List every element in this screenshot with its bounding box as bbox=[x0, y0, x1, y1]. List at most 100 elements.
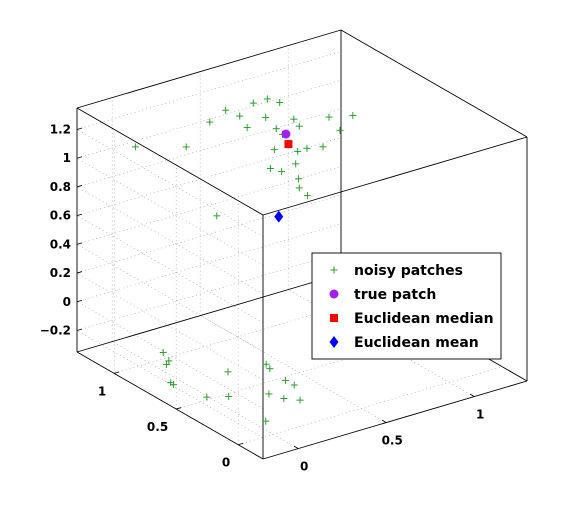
grid-line-z bbox=[76, 129, 264, 237]
box-edge bbox=[340, 29, 528, 138]
z-tick-label: 0.2 bbox=[50, 266, 71, 280]
noisy-patch-point bbox=[263, 95, 271, 103]
y-tick-mark bbox=[176, 407, 182, 410]
y-tick-label: 1 bbox=[98, 384, 106, 398]
true-patch-point bbox=[281, 129, 291, 139]
z-tick-label: 0.6 bbox=[50, 209, 71, 223]
box-edge bbox=[76, 107, 264, 216]
legend-marker bbox=[330, 314, 338, 322]
box-edge bbox=[262, 136, 528, 216]
legend-marker bbox=[329, 336, 339, 348]
legend-box bbox=[311, 252, 502, 360]
z-tick-mark bbox=[76, 242, 83, 245]
noisy-patch-point bbox=[278, 168, 286, 176]
axes-box-back bbox=[76, 29, 528, 460]
box-edge bbox=[262, 380, 528, 460]
noisy-patch-point bbox=[236, 112, 244, 120]
noisy-patch-point bbox=[262, 360, 270, 368]
noisy-patch-point bbox=[295, 184, 303, 192]
z-tick-mark bbox=[76, 328, 83, 331]
legend-label: noisy patches bbox=[354, 263, 463, 279]
noisy-patch-point bbox=[296, 396, 304, 404]
noisy-patch-point bbox=[206, 118, 214, 126]
grid-lines bbox=[76, 45, 503, 449]
noisy-patch-point bbox=[222, 106, 230, 114]
y-tick-mark bbox=[238, 442, 244, 446]
noisy-patch-point bbox=[292, 160, 300, 168]
legend-label: Euclidean median bbox=[354, 311, 494, 327]
x-tick-label: 0.5 bbox=[382, 434, 403, 448]
box-edge bbox=[76, 29, 342, 109]
z-tick-mark bbox=[76, 213, 83, 217]
noisy-patch-point bbox=[224, 368, 232, 376]
noisy-patch-point bbox=[336, 126, 344, 134]
noisy-patch-point bbox=[249, 99, 257, 107]
grid-line-z bbox=[76, 157, 264, 266]
grid-line-z bbox=[76, 186, 264, 295]
legend-swatch bbox=[329, 289, 339, 299]
grid-line-z bbox=[76, 166, 342, 245]
euclidean-mean-point bbox=[274, 210, 284, 223]
noisy-patch-point bbox=[225, 392, 233, 400]
noisy-patch-point bbox=[303, 144, 311, 152]
noisy-patch-point bbox=[325, 113, 333, 121]
noisy-patch-point bbox=[165, 357, 173, 365]
grid-line-z bbox=[76, 194, 342, 274]
x-tick-mark bbox=[381, 419, 387, 423]
x-tick-mark bbox=[293, 445, 299, 449]
z-tick-label: 0.8 bbox=[50, 180, 71, 194]
z-tick-label: 1.2 bbox=[50, 123, 71, 137]
grid-line-y bbox=[238, 366, 503, 446]
grid-line-x bbox=[112, 341, 299, 449]
legend-label: true patch bbox=[354, 287, 436, 303]
legend-marker bbox=[330, 266, 338, 274]
grid-line-z bbox=[76, 272, 264, 381]
legend-marker bbox=[329, 289, 339, 299]
grid-line-z bbox=[76, 79, 342, 159]
noisy-patch-point bbox=[290, 381, 298, 389]
y-tick-mark bbox=[114, 371, 120, 374]
axis-ticks: −0.2 0 0.2 0.4 0.6 0.8 1 1.2 0 0.5 1 0 0.5 1 bbox=[40, 123, 485, 474]
grid-line-z bbox=[76, 244, 264, 352]
noisy-patch-point bbox=[266, 365, 274, 373]
legend-swatch bbox=[330, 266, 338, 274]
legend-swatch bbox=[330, 314, 338, 322]
noisy-patch-point bbox=[159, 348, 167, 356]
legend-swatch bbox=[329, 336, 339, 348]
noisy-patch-point bbox=[182, 143, 190, 151]
noisy-patch-point bbox=[262, 417, 270, 425]
euclidean-median-point bbox=[284, 140, 293, 149]
axes-box-front bbox=[262, 29, 528, 216]
z-tick-mark bbox=[76, 127, 83, 130]
grid-line-z bbox=[76, 252, 342, 331]
z-tick-mark bbox=[76, 271, 83, 274]
z-tick-label: 0.4 bbox=[50, 237, 71, 251]
noisy-patch-point bbox=[280, 394, 288, 402]
noisy-patch-point bbox=[170, 381, 178, 389]
y-tick-label: 0.5 bbox=[147, 420, 168, 434]
noisy-patch-point bbox=[270, 146, 278, 154]
noisy-patch-point bbox=[243, 124, 251, 132]
grid-line-z bbox=[76, 108, 342, 188]
x-tick-mark bbox=[469, 393, 475, 397]
y-tick-label: 0 bbox=[222, 456, 230, 470]
noisy-patch-point bbox=[276, 98, 284, 106]
noisy-patch-point bbox=[319, 143, 327, 151]
grid-line-z bbox=[76, 51, 342, 130]
noisy-patch-point bbox=[131, 143, 139, 151]
noisy-patch-point bbox=[281, 376, 289, 384]
noisy-patch-point bbox=[295, 122, 303, 130]
box-edge bbox=[76, 351, 264, 460]
noisy-patch-point bbox=[162, 360, 170, 368]
z-tick-mark bbox=[76, 299, 83, 303]
grid-line-z bbox=[76, 223, 342, 303]
noisy-patch-point bbox=[266, 164, 274, 172]
legend: noisy patches true patch Euclidean median E… bbox=[311, 252, 502, 360]
z-tick-label: −0.2 bbox=[40, 323, 71, 337]
noisy-patch-point bbox=[262, 113, 270, 121]
grid-line-z bbox=[76, 215, 264, 323]
z-tick-label: 0 bbox=[63, 295, 71, 309]
noisy-patch-point bbox=[203, 393, 211, 401]
noisy-patch-point bbox=[349, 111, 357, 119]
noisy-patch-point bbox=[295, 175, 303, 183]
